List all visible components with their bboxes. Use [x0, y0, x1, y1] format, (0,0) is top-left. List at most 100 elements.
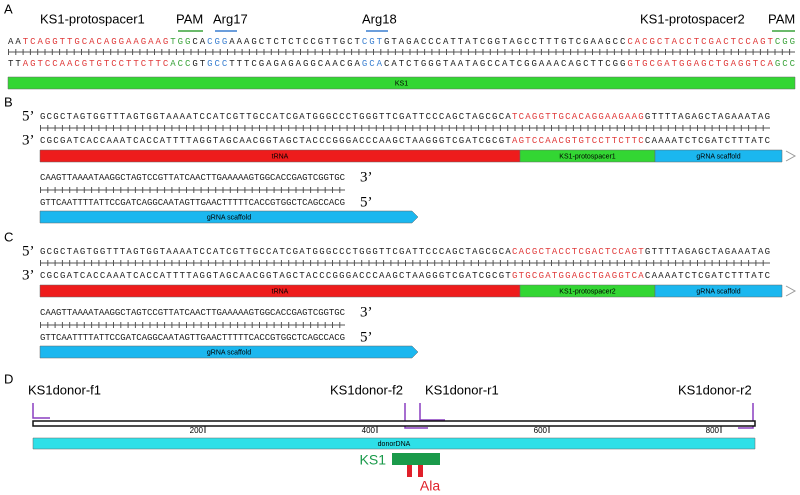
sequence-segment: TCAGGTTGCACAGGAAGAAG: [512, 112, 644, 122]
arrow-tip: [785, 150, 797, 162]
annotation-label: KS1-protospacer2: [640, 11, 745, 26]
arrow-tip: [785, 285, 797, 297]
sequence-segment: AA: [8, 37, 21, 47]
strand-end: 3’: [22, 267, 35, 283]
strand-end: 5’: [360, 194, 373, 210]
feature-bar: [39, 345, 419, 359]
primer-label: KS1donor-r1: [425, 382, 499, 397]
mutation-label: Ala: [420, 478, 440, 494]
sequence: GTTCAATTTTATTCCGATCAGGCAATAGTTGAACTTTTTC…: [40, 333, 345, 343]
sequence-segment: GCGCTAGTGGTTTAGTGGTAAAATCCATCGTTGCCATCGA…: [40, 112, 511, 122]
strand-end: 5’: [22, 108, 35, 124]
ruler-tick-label: 600: [534, 426, 548, 435]
feature-label: KS1: [395, 80, 408, 87]
sequence-segment: CGG: [775, 37, 795, 47]
feature-label: donorDNA: [378, 441, 411, 448]
sequence-segment: CACGCTACCTCGACTCCAGT: [627, 37, 773, 47]
sequence-segment: GT: [192, 59, 205, 69]
mutation-mark: [418, 465, 423, 477]
primers: [32, 403, 754, 429]
sequence-segment: TT: [8, 59, 21, 69]
sequence-segment: CGG: [207, 37, 227, 47]
panel-letter: D: [4, 371, 13, 386]
sequence-segment: CAAGTTAAAATAAGGCTAGTCCGTTATCAACTTGAAAAAG…: [40, 308, 346, 318]
feature-label: gRNA scaffold: [207, 349, 251, 356]
feature-label: tRNA: [272, 153, 289, 160]
annotation-label: PAM: [176, 11, 203, 26]
sequence-segment: CACGCTACCTCGACTCCAGT: [512, 247, 644, 257]
annotation-label: Arg18: [362, 11, 397, 26]
feature-label: gRNA scaffold: [207, 214, 251, 221]
sequence-segment: GCA: [362, 59, 383, 69]
gene-label: KS1: [360, 452, 387, 468]
sequence-segment: GTGCGATGGAGCTGAGGTCA: [512, 271, 644, 281]
sequence-segment: CAAGTTAAAATAAGGCTAGTCCGTTATCAACTTGAAAAAG…: [40, 173, 346, 183]
ruler-tick-label: 200: [190, 426, 204, 435]
sequence: CAAGTTAAAATAAGGCTAGTCCGTTATCAACTTGAAAAAG…: [40, 308, 346, 318]
sequence-segment: CGT: [362, 37, 383, 47]
gene-block: [392, 453, 440, 465]
sequence-segment: GTTTTAGAGCTAGAAATAG: [645, 247, 770, 257]
primer-r2: [738, 403, 754, 429]
primer-label: KS1donor-f1: [28, 382, 101, 397]
feature-label: KS1-protospacer2: [559, 288, 616, 295]
sequence-segment: TGG: [170, 37, 190, 47]
feature-label: gRNA scaffold: [696, 153, 740, 160]
annotation-label: Arg17: [213, 11, 248, 26]
strand-end: 5’: [360, 329, 373, 345]
annotation-label: KS1-protospacer1: [40, 11, 145, 26]
strand-end: 3’: [360, 169, 373, 185]
sequence-segment: TTTCGAGAGAGGCAACGA: [229, 59, 360, 69]
strand-end: 5’: [22, 243, 35, 259]
primer-f2: [404, 403, 428, 429]
feature-label: gRNA scaffold: [696, 288, 740, 295]
feature-bar: [7, 76, 796, 90]
sequence-segment: CGCGATCACCAAATCACCATTTTAGGTAGCAACGGTAGCT…: [40, 271, 511, 281]
sequence-segment: ACC: [170, 59, 191, 69]
ruler-tick-label: 400: [362, 426, 376, 435]
annotation-label: PAM: [768, 11, 795, 26]
feature-bar: [654, 284, 783, 298]
sequence: CGCGATCACCAAATCACCATTTTAGGTAGCAACGGTAGCT…: [40, 136, 771, 146]
sequence: GCGCTAGTGGTTTAGTGGTAAAATCCATCGTTGCCATCGA…: [40, 112, 770, 122]
primer-f1: [32, 403, 50, 419]
panel-letter: A: [4, 1, 13, 16]
feature-bar: [39, 210, 419, 224]
feature-bar: [654, 149, 783, 163]
panel-letter: B: [4, 94, 13, 109]
sequence-segment: AAAGCTCTCTCCGTTGCT: [229, 37, 360, 47]
panel-letter: C: [4, 229, 13, 244]
feature-label: tRNA: [272, 288, 289, 295]
strand-end: 3’: [360, 304, 373, 320]
primer-label: KS1donor-f2: [330, 382, 403, 397]
sequence: TT AGTCCAACGTGTCCTTCTTC ACC GT GCC TTTCGAGAGA…: [8, 59, 796, 69]
sequence-segment: GTAGACCCATTATCGGTAGCCTTTGTCGAAGCC: [384, 37, 626, 47]
sequence-segment: GTGCGATGGAGCTGAGGTCA: [627, 59, 773, 69]
sequence-segment: GCC: [775, 59, 796, 69]
mutation-mark: [407, 465, 412, 477]
sequence: AA TCAGGTTGCACAGGAAGAAG TGG CA CGG AAAGCTCTCT…: [8, 37, 795, 47]
sequence-segment: CAAAATCTCGATCTTTATC: [645, 271, 771, 281]
sequence-segment: CA: [192, 37, 205, 47]
sequence-segment: CGCGATCACCAAATCACCATTTTAGGTAGCAACGGTAGCT…: [40, 136, 511, 146]
primer-r1: [419, 403, 445, 421]
strand-end: 3’: [22, 132, 35, 148]
sequence-segment: GCC: [207, 59, 228, 69]
sequence-segment: GCGCTAGTGGTTTAGTGGTAAAATCCATCGTTGCCATCGA…: [40, 247, 511, 257]
sequence-segment: GTTCAATTTTATTCCGATCAGGCAATAGTTGAACTTTTTC…: [40, 198, 345, 208]
dna-line: [32, 420, 756, 427]
sequence: CAAGTTAAAATAAGGCTAGTCCGTTATCAACTTGAAAAAG…: [40, 173, 346, 183]
sequence-segment: GTTTTAGAGCTAGAAATAG: [645, 112, 770, 122]
sequence: GCGCTAGTGGTTTAGTGGTAAAATCCATCGTTGCCATCGA…: [40, 247, 770, 257]
primer-label: KS1donor-r2: [678, 382, 752, 397]
sequence: GTTCAATTTTATTCCGATCAGGCAATAGTTGAACTTTTTC…: [40, 198, 345, 208]
sequence-segment: AGTCCAACGTGTCCTTCTTC: [23, 59, 169, 69]
sequence-segment: TCAGGTTGCACAGGAAGAAG: [23, 37, 169, 47]
feature-bar: [32, 437, 756, 450]
sequence-segment: AGTCCAACGTGTCCTTCTTC: [512, 136, 644, 146]
sequence-segment: CATCTGGGTAATAGCCATCGGAAACAGCTTCGG: [384, 59, 625, 69]
sequence-segment: CAAAATCTCGATCTTTATC: [645, 136, 771, 146]
sequence-segment: GTTCAATTTTATTCCGATCAGGCAATAGTTGAACTTTTTC…: [40, 333, 345, 343]
ruler-tick-label: 800: [706, 426, 720, 435]
